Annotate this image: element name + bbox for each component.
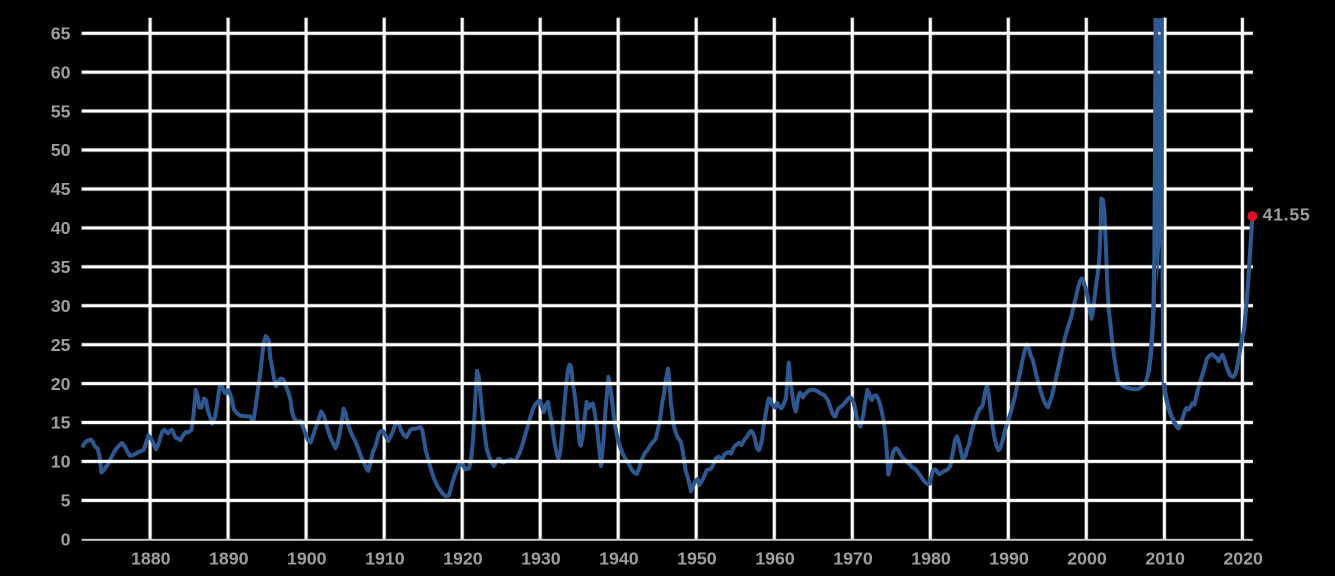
svg-text:5: 5 <box>61 491 71 511</box>
svg-text:1970: 1970 <box>833 549 873 569</box>
svg-text:30: 30 <box>51 296 71 316</box>
svg-text:2020: 2020 <box>1223 549 1263 569</box>
svg-text:1960: 1960 <box>755 549 795 569</box>
svg-text:1950: 1950 <box>677 549 717 569</box>
svg-text:60: 60 <box>51 62 71 82</box>
svg-text:45: 45 <box>51 179 71 199</box>
svg-text:40: 40 <box>51 218 71 238</box>
svg-text:10: 10 <box>51 452 71 472</box>
svg-text:20: 20 <box>51 374 71 394</box>
svg-text:1890: 1890 <box>209 549 249 569</box>
svg-text:1900: 1900 <box>287 549 327 569</box>
svg-text:0: 0 <box>61 530 71 550</box>
svg-text:1930: 1930 <box>521 549 561 569</box>
svg-text:25: 25 <box>51 335 71 355</box>
svg-text:1980: 1980 <box>911 549 951 569</box>
svg-text:41.55: 41.55 <box>1263 205 1311 225</box>
svg-text:2010: 2010 <box>1145 549 1185 569</box>
svg-text:1880: 1880 <box>131 549 171 569</box>
svg-text:35: 35 <box>51 257 71 277</box>
svg-text:15: 15 <box>51 413 71 433</box>
svg-text:2000: 2000 <box>1067 549 1107 569</box>
svg-text:55: 55 <box>51 101 71 121</box>
svg-text:65: 65 <box>51 24 71 44</box>
svg-text:1990: 1990 <box>989 549 1029 569</box>
svg-text:1940: 1940 <box>599 549 639 569</box>
svg-text:1910: 1910 <box>365 549 405 569</box>
svg-text:50: 50 <box>51 140 71 160</box>
svg-text:1920: 1920 <box>443 549 483 569</box>
